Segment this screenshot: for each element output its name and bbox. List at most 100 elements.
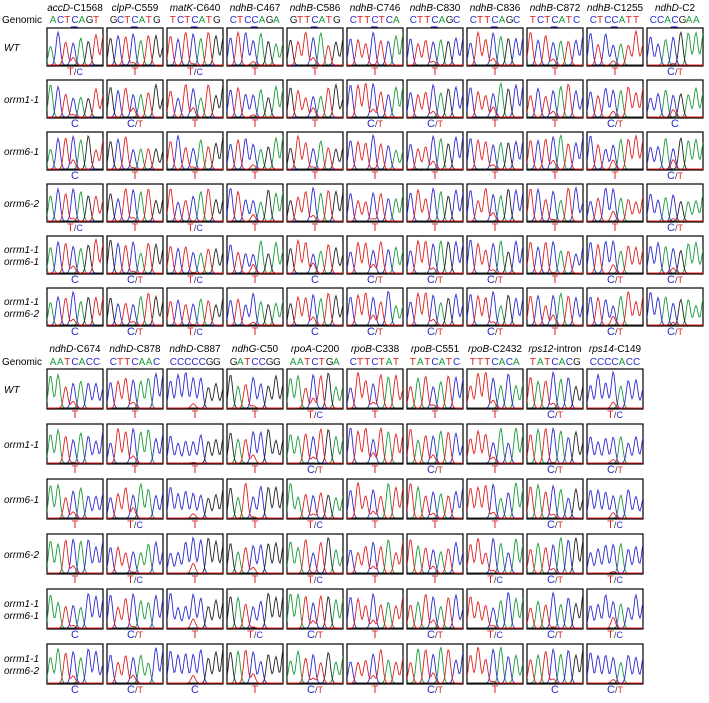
site-label: ndhD-C674 <box>49 344 101 355</box>
call-label: T <box>252 66 259 78</box>
trace <box>107 427 163 464</box>
trace <box>227 251 283 274</box>
call-label: T <box>72 464 79 476</box>
trace <box>167 135 223 170</box>
site-name: -C551 <box>432 344 460 355</box>
trace <box>227 541 283 574</box>
trace <box>287 189 343 222</box>
call-label: T <box>552 326 559 338</box>
trace <box>167 247 223 274</box>
site-label: ndhD-C2 <box>655 3 695 14</box>
trace <box>47 496 103 519</box>
trace <box>587 593 643 629</box>
call-label: C/T <box>427 274 443 286</box>
chromatogram-box <box>346 423 404 465</box>
trace <box>47 435 103 464</box>
call-label: C/T <box>667 274 683 286</box>
call-label: C/T <box>427 326 443 338</box>
genomic-sequence: TTTCACA <box>470 357 520 368</box>
trace <box>527 593 583 629</box>
site-label: ndhB-C746 <box>350 3 401 14</box>
call-label: T <box>612 222 619 234</box>
call-label: T <box>72 519 79 531</box>
trace <box>407 36 463 66</box>
call-label: C/T <box>307 629 323 641</box>
trace <box>407 240 463 274</box>
row-label: orrm1-1 <box>4 440 39 451</box>
trace <box>227 482 283 519</box>
site-label: ndhD-C878 <box>109 344 161 355</box>
call-label: C/T <box>607 684 623 696</box>
chromatogram-box <box>406 368 464 410</box>
trace <box>287 538 343 574</box>
call-label: C/T <box>547 629 563 641</box>
call-label: T <box>612 170 619 182</box>
call-label: T <box>312 170 319 182</box>
trace <box>527 385 583 409</box>
call-label: C/T <box>427 464 443 476</box>
trace <box>227 86 283 118</box>
trace <box>467 239 523 274</box>
call-label: C <box>71 274 79 286</box>
trace <box>527 32 583 66</box>
chromatogram-box <box>166 533 224 575</box>
call-label: T <box>372 222 379 234</box>
genomic-sequence: AATCACC <box>50 357 101 368</box>
call-label: T <box>372 629 379 641</box>
site-name: -C338 <box>372 344 400 355</box>
trace <box>287 246 343 274</box>
call-label: C <box>71 684 79 696</box>
call-label: C/T <box>427 118 443 130</box>
site-name: -C149 <box>614 344 642 355</box>
trace <box>407 239 463 274</box>
trace <box>527 647 583 684</box>
call-label: C <box>71 629 79 641</box>
trace <box>287 82 343 118</box>
call-label: T <box>132 170 139 182</box>
call-label: C <box>311 274 319 286</box>
genomic-sequence: CCCCACC <box>590 357 641 368</box>
trace <box>227 648 283 684</box>
call-label: T <box>492 66 499 78</box>
trace <box>527 295 583 326</box>
trace <box>587 616 643 629</box>
gene-name: ndhB <box>350 3 374 14</box>
trace <box>467 371 523 409</box>
trace <box>467 138 523 170</box>
site-label: rps14-C149 <box>589 344 642 355</box>
trace <box>347 192 403 222</box>
site-name: -C836 <box>493 3 521 14</box>
call-label: C/T <box>427 684 443 696</box>
trace <box>227 649 283 684</box>
trace <box>407 146 463 170</box>
call-label: C/T <box>607 118 623 130</box>
call-label: T <box>372 464 379 476</box>
row-label: orrm1-1 <box>4 297 39 308</box>
trace <box>647 63 703 66</box>
trace <box>227 374 283 409</box>
trace <box>407 593 463 629</box>
trace <box>227 190 283 222</box>
call-label: C/T <box>667 222 683 234</box>
chromatogram-box <box>226 79 284 119</box>
gene-name: ndhD <box>655 3 679 14</box>
trace <box>107 597 163 629</box>
trace <box>107 34 163 66</box>
gene-name: ndhG <box>232 344 257 355</box>
trace <box>527 427 583 464</box>
call-label: C/T <box>667 170 683 182</box>
call-label: T/C <box>247 629 263 641</box>
gene-name: accD <box>47 3 70 14</box>
call-label: C/T <box>127 326 143 338</box>
genomic-sequence: TCTCATG <box>170 15 221 26</box>
call-label: T/C <box>187 274 203 286</box>
trace <box>287 657 343 684</box>
trace <box>107 87 163 118</box>
chromatogram-box <box>166 131 224 171</box>
chromatogram-box <box>586 368 644 410</box>
site-label: rps12-intron <box>528 344 581 355</box>
trace <box>107 141 163 170</box>
chromatogram-box <box>286 79 344 119</box>
chromatogram-box <box>226 588 284 630</box>
call-label: C/T <box>607 274 623 286</box>
